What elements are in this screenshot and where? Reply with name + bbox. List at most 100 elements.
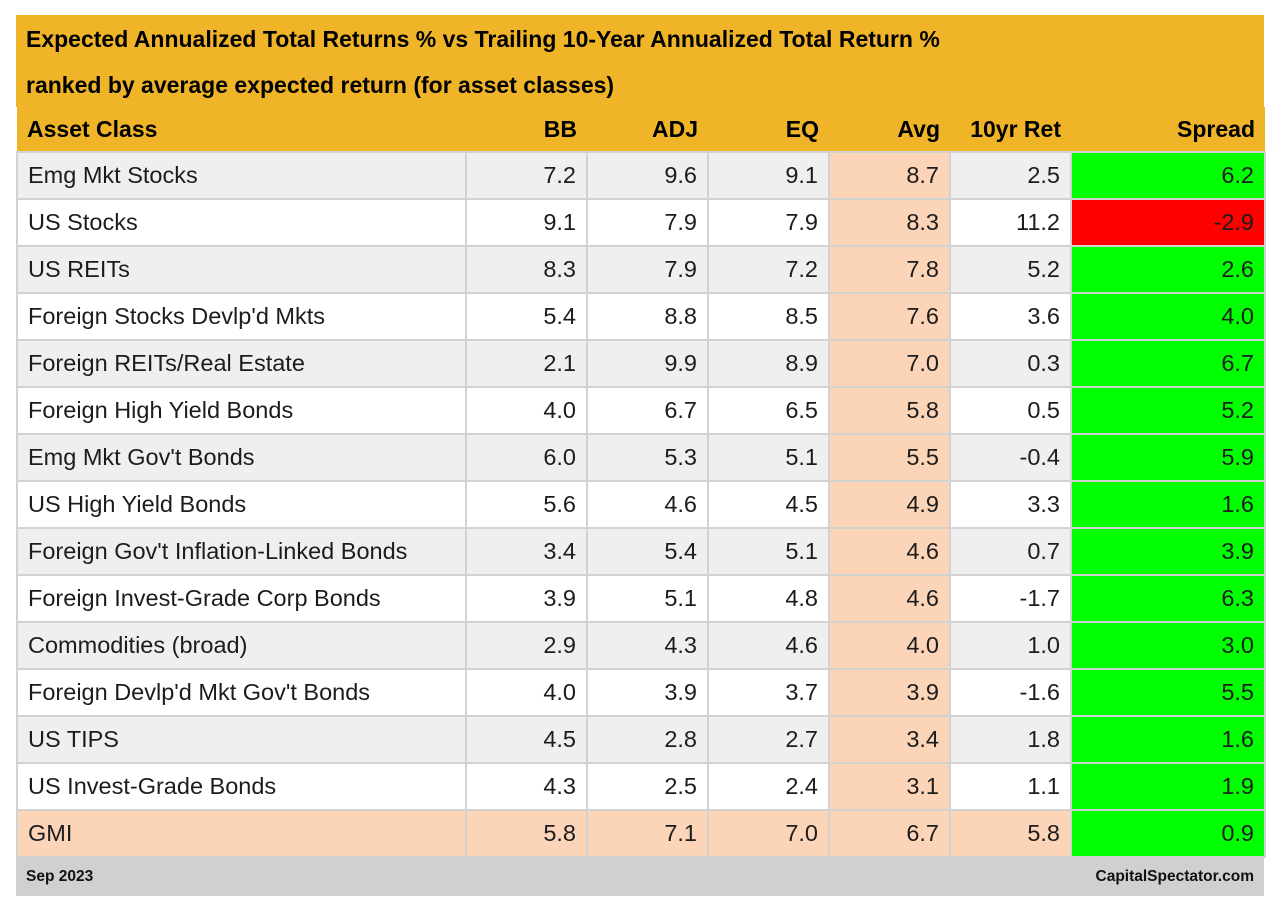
cell-eq: 9.1 (707, 151, 830, 200)
cell-asset-class: US High Yield Bonds (16, 480, 467, 529)
cell-spread: 2.6 (1070, 245, 1266, 294)
cell-spread: 5.5 (1070, 668, 1266, 717)
cell-bb: 4.5 (465, 715, 588, 764)
cell-10yr-ret: 1.0 (949, 621, 1072, 670)
cell-adj: 7.1 (586, 809, 709, 858)
cell-avg: 4.9 (828, 480, 951, 529)
cell-asset-class: Foreign Stocks Devlp'd Mkts (16, 292, 467, 341)
cell-avg: 8.3 (828, 198, 951, 247)
cell-10yr-ret: -1.7 (949, 574, 1072, 623)
cell-10yr-ret: -0.4 (949, 433, 1072, 482)
cell-eq: 6.5 (707, 386, 830, 435)
footer-date: Sep 2023 (26, 868, 94, 885)
cell-bb: 6.0 (465, 433, 588, 482)
cell-avg: 3.4 (828, 715, 951, 764)
table-body: Emg Mkt Stocks 7.2 9.6 9.1 8.7 2.5 6.2 US Stock… (16, 151, 1266, 858)
column-header-avg: Avg (829, 107, 950, 152)
cell-eq: 4.5 (707, 480, 830, 529)
cell-bb: 8.3 (465, 245, 588, 294)
cell-eq: 7.0 (707, 809, 830, 858)
table-row: Commodities (broad) 2.9 4.3 4.6 4.0 1.0 3.0 (16, 621, 1266, 670)
cell-avg: 7.8 (828, 245, 951, 294)
cell-adj: 5.1 (586, 574, 709, 623)
cell-adj: 5.4 (586, 527, 709, 576)
cell-spread: 6.2 (1070, 151, 1266, 200)
header-row: Asset Class BB ADJ EQ Avg 10yr Ret Sprea… (17, 107, 1265, 152)
column-header-eq: EQ (708, 107, 829, 152)
cell-avg: 7.6 (828, 292, 951, 341)
cell-10yr-ret: 5.2 (949, 245, 1072, 294)
cell-eq: 3.7 (707, 668, 830, 717)
cell-spread: 6.3 (1070, 574, 1266, 623)
table-row: Emg Mkt Stocks 7.2 9.6 9.1 8.7 2.5 6.2 (16, 151, 1266, 200)
table-row: Foreign Devlp'd Mkt Gov't Bonds 4.0 3.9 3.7… (16, 668, 1266, 717)
footer-bar: Sep 2023 CapitalSpectator.com (16, 858, 1264, 896)
cell-bb: 5.6 (465, 480, 588, 529)
footer-source: CapitalSpectator.com (1095, 868, 1255, 885)
cell-spread: 0.9 (1070, 809, 1266, 858)
cell-avg: 3.9 (828, 668, 951, 717)
table-row: US REITs 8.3 7.9 7.2 7.8 5.2 2.6 (16, 245, 1266, 294)
cell-adj: 2.8 (586, 715, 709, 764)
table-row: US High Yield Bonds 5.6 4.6 4.5 4.9 3.3 1.6 (16, 480, 1266, 529)
cell-10yr-ret: -1.6 (949, 668, 1072, 717)
cell-eq: 8.9 (707, 339, 830, 388)
column-header-adj: ADJ (587, 107, 708, 152)
cell-adj: 9.9 (586, 339, 709, 388)
cell-asset-class: Foreign REITs/Real Estate (16, 339, 467, 388)
cell-adj: 4.6 (586, 480, 709, 529)
cell-adj: 5.3 (586, 433, 709, 482)
cell-eq: 5.1 (707, 527, 830, 576)
table-row: Foreign High Yield Bonds 4.0 6.7 6.5 5.8 0.5 5… (16, 386, 1266, 435)
table-row: Emg Mkt Gov't Bonds 6.0 5.3 5.1 5.5 -0.4 5.9 (16, 433, 1266, 482)
column-header-10yr-ret: 10yr Ret (950, 107, 1071, 152)
cell-asset-class: US Stocks (16, 198, 467, 247)
cell-spread: 3.0 (1070, 621, 1266, 670)
cell-spread: 6.7 (1070, 339, 1266, 388)
cell-avg: 4.6 (828, 527, 951, 576)
cell-spread: 3.9 (1070, 527, 1266, 576)
cell-adj: 8.8 (586, 292, 709, 341)
cell-bb: 4.3 (465, 762, 588, 811)
cell-eq: 4.8 (707, 574, 830, 623)
cell-spread: 1.6 (1070, 480, 1266, 529)
column-header-spread: Spread (1071, 107, 1265, 152)
column-header-asset-class: Asset Class (17, 107, 466, 152)
cell-bb: 7.2 (465, 151, 588, 200)
cell-spread: -2.9 (1070, 198, 1266, 247)
cell-eq: 7.2 (707, 245, 830, 294)
cell-bb: 4.0 (465, 668, 588, 717)
cell-asset-class: GMI (16, 809, 467, 858)
cell-adj: 7.9 (586, 245, 709, 294)
cell-bb: 3.9 (465, 574, 588, 623)
title-band: Expected Annualized Total Returns % vs T… (16, 15, 1264, 107)
cell-10yr-ret: 0.7 (949, 527, 1072, 576)
cell-asset-class: Foreign Devlp'd Mkt Gov't Bonds (16, 668, 467, 717)
cell-10yr-ret: 0.5 (949, 386, 1072, 435)
cell-eq: 7.9 (707, 198, 830, 247)
cell-asset-class: Emg Mkt Gov't Bonds (16, 433, 467, 482)
cell-10yr-ret: 11.2 (949, 198, 1072, 247)
cell-avg: 3.1 (828, 762, 951, 811)
cell-spread: 4.0 (1070, 292, 1266, 341)
cell-asset-class: US TIPS (16, 715, 467, 764)
table-row: Foreign REITs/Real Estate 2.1 9.9 8.9 7.0 0.3… (16, 339, 1266, 388)
cell-asset-class: US Invest-Grade Bonds (16, 762, 467, 811)
cell-bb: 2.9 (465, 621, 588, 670)
chart-subtitle: ranked by average expected return (for a… (26, 72, 615, 98)
cell-bb: 2.1 (465, 339, 588, 388)
cell-eq: 8.5 (707, 292, 830, 341)
cell-spread: 5.2 (1070, 386, 1266, 435)
cell-bb: 3.4 (465, 527, 588, 576)
cell-bb: 4.0 (465, 386, 588, 435)
cell-adj: 9.6 (586, 151, 709, 200)
cell-avg: 8.7 (828, 151, 951, 200)
table-row: Foreign Invest-Grade Corp Bonds 3.9 5.1 4.8… (16, 574, 1266, 623)
cell-10yr-ret: 1.8 (949, 715, 1072, 764)
cell-10yr-ret: 3.6 (949, 292, 1072, 341)
cell-adj: 6.7 (586, 386, 709, 435)
cell-asset-class: Emg Mkt Stocks (16, 151, 467, 200)
chart-title: Expected Annualized Total Returns % vs T… (26, 26, 940, 52)
table-row: US TIPS 4.5 2.8 2.7 3.4 1.8 1.6 (16, 715, 1266, 764)
cell-asset-class: Commodities (broad) (16, 621, 467, 670)
